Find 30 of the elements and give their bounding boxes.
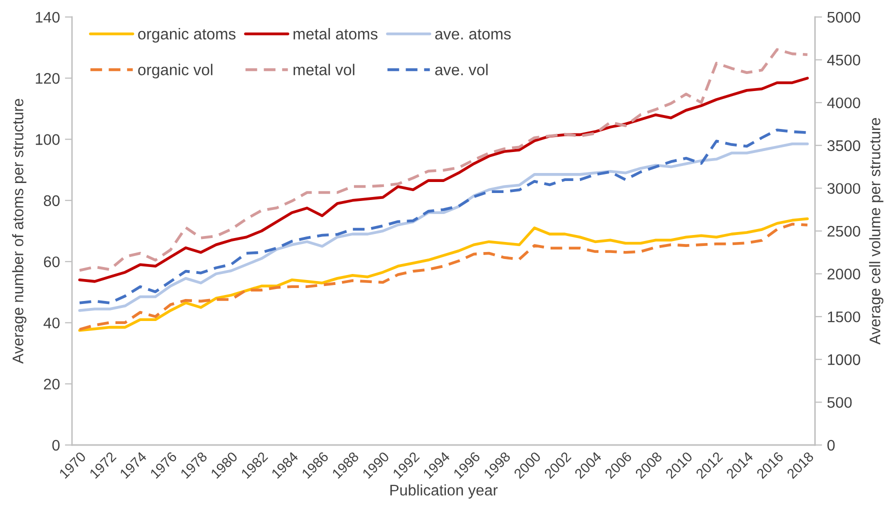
y-tick-label: 100: [36, 134, 60, 145]
y-tick-label: 0: [52, 440, 60, 451]
y2-tick-label: 4500: [827, 54, 860, 66]
y2-tick-label: 3000: [827, 183, 860, 194]
y2-tick-label: 1000: [828, 354, 860, 366]
y-tick-label: 40: [44, 318, 60, 328]
y2-tick-label: 1500: [828, 311, 860, 322]
y2-tick-label: 5000: [827, 12, 860, 23]
legend-label: ave. atoms: [435, 29, 511, 40]
legend-label: metal vol: [294, 64, 354, 76]
y2-tick-label: 4000: [827, 97, 860, 108]
y2-tick-label: 0: [827, 440, 835, 451]
y2-tick-label: 2500: [828, 226, 860, 237]
y2-tick-label: 3500: [827, 140, 860, 152]
x-axis-title: Publication year: [390, 484, 498, 499]
line-series: [78, 76, 809, 283]
y-tick-label: 140: [36, 12, 60, 23]
line-series: [78, 48, 809, 272]
y-tick-label: 60: [44, 256, 60, 268]
y-axis-title: Average number of atoms per structure: [12, 98, 26, 364]
y2-tick-label: 500: [827, 397, 852, 408]
y-tick-label: 20: [44, 378, 60, 390]
legend-label: ave. vol: [435, 64, 488, 76]
legend-label: organic vol: [138, 64, 212, 78]
y-tick-label: 120: [36, 73, 60, 84]
legend-label: metal atoms: [294, 28, 378, 40]
legend-label: organic atoms: [138, 28, 236, 43]
y-tick-label: 80: [44, 195, 60, 206]
y2-axis-title: Average cell volume per structure: [869, 118, 884, 345]
y2-tick-label: 2000: [828, 268, 860, 280]
